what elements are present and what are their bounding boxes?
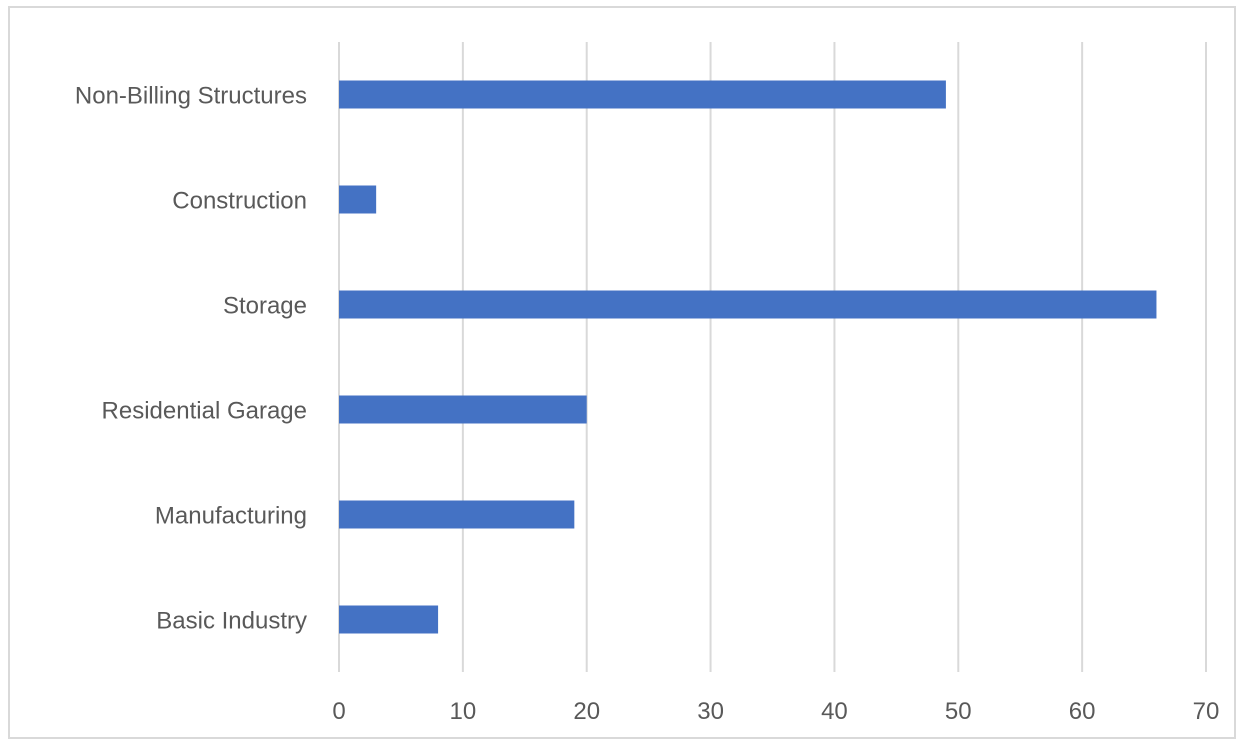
category-label: Residential Garage [102,398,307,425]
x-tick-label: 30 [697,698,724,725]
x-tick-label: 50 [945,698,972,725]
x-tick-label: 0 [332,698,345,725]
bar [339,500,575,529]
category-label: Manufacturing [155,503,307,530]
bar [339,395,587,424]
bar [339,290,1157,319]
gridlines [338,42,1207,672]
x-tick-label: 60 [1069,698,1096,725]
category-label: Storage [223,293,307,320]
bar [339,185,377,214]
category-label: Basic Industry [156,608,307,635]
category-label: Non-Billing Structures [75,83,307,110]
x-tick-label: 70 [1193,698,1220,725]
y-axis-categories: Basic Industry Manufacturing Residential G… [75,83,307,635]
x-tick-label: 10 [450,698,477,725]
category-label: Construction [172,188,307,215]
x-tick-label: 20 [573,698,600,725]
bar [339,605,439,634]
bars [339,80,1157,634]
chart-frame [8,6,1236,739]
bar [339,80,946,109]
x-tick-label: 40 [821,698,848,725]
x-axis-ticks: 0 10 20 30 40 50 60 70 [332,698,1219,725]
